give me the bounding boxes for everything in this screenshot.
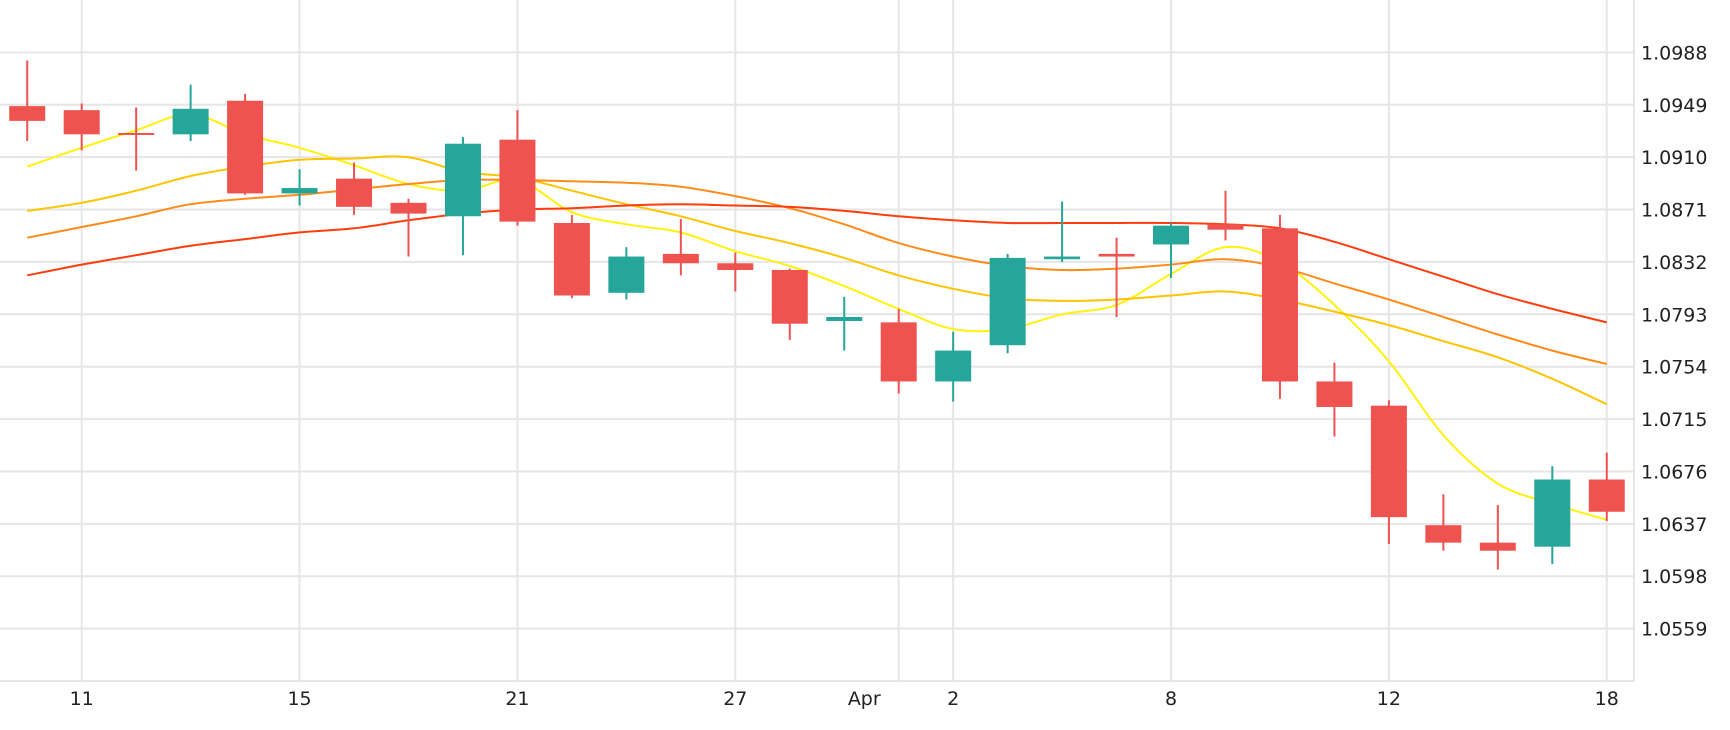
candle-body-down: [1425, 525, 1462, 543]
candle: [989, 253, 1026, 354]
candle-body-up: [935, 350, 972, 382]
candle-body-down: [336, 178, 373, 207]
candle: [771, 268, 808, 340]
candle-body-up: [281, 188, 318, 194]
candle-body-up: [826, 316, 863, 322]
candle-body-down: [63, 110, 100, 135]
x-tick-label: 27: [723, 688, 747, 710]
moving-average-line-1: [26, 113, 1608, 521]
candle: [1098, 237, 1135, 317]
candle-body-down: [227, 100, 264, 194]
candle: [1261, 214, 1298, 399]
candle-body-down: [1207, 224, 1244, 230]
candle: [1534, 466, 1571, 565]
candle-body-up: [608, 256, 645, 293]
candle-body-down: [717, 263, 754, 270]
candle: [9, 60, 46, 142]
candle: [1207, 190, 1244, 241]
candle-body-down: [662, 253, 699, 264]
x-tick-label: 2: [947, 688, 959, 710]
candle: [1370, 400, 1407, 544]
candle: [444, 137, 481, 256]
candle: [499, 110, 536, 226]
candle: [1316, 362, 1353, 437]
candle: [281, 169, 318, 206]
candle: [553, 214, 590, 299]
candle-body-up: [1044, 256, 1081, 260]
candle: [336, 162, 373, 215]
candle: [118, 107, 155, 171]
candle: [1479, 505, 1516, 570]
y-tick-label: 1.0715: [1641, 409, 1707, 431]
candle-body-down: [1588, 479, 1625, 512]
candle: [935, 331, 972, 402]
y-tick-label: 1.0871: [1641, 200, 1707, 222]
candle-body-down: [118, 132, 155, 135]
x-tick-label: 12: [1377, 688, 1401, 710]
candle-body-down: [1261, 228, 1298, 382]
x-tick-label: 11: [70, 688, 94, 710]
candle: [1153, 222, 1190, 279]
y-tick-label: 1.0988: [1641, 42, 1707, 64]
candle-body-down: [1316, 381, 1353, 407]
candle: [608, 247, 645, 300]
candles: [9, 60, 1625, 570]
candle-body-down: [553, 222, 590, 296]
candle-body-up: [989, 257, 1026, 346]
x-tick-label: 8: [1165, 688, 1177, 710]
candle: [880, 308, 917, 394]
candle: [662, 218, 699, 276]
y-tick-label: 1.0949: [1641, 95, 1707, 117]
y-tick-label: 1.0793: [1641, 304, 1707, 326]
candle: [1425, 494, 1462, 551]
candle: [390, 198, 427, 257]
moving-average-line-3: [27, 178, 1608, 365]
candle-body-up: [1534, 479, 1571, 547]
x-tick-label: 15: [287, 688, 311, 710]
candle: [1044, 201, 1081, 262]
candle: [717, 252, 754, 292]
moving-average-lines: [26, 113, 1608, 521]
y-axis: 1.0988 1.0949 1.0910 1.0871 1.0832 1.0793 1.07…: [1633, 0, 1707, 681]
x-tick-label: 21: [505, 688, 529, 710]
y-tick-label: 1.0598: [1641, 566, 1707, 588]
x-tick-label: Apr: [848, 688, 881, 710]
candle: [172, 84, 209, 142]
candle-body-down: [390, 202, 427, 214]
candle: [826, 296, 863, 351]
candle-body-up: [1153, 225, 1190, 245]
candle-body-down: [880, 322, 917, 382]
candle-body-down: [1479, 542, 1516, 551]
y-tick-label: 1.0754: [1641, 357, 1707, 379]
x-axis: 11 15 21 27 Apr 2 8 12 18: [0, 680, 1634, 710]
candle-body-up: [172, 108, 209, 135]
y-tick-label: 1.0676: [1641, 461, 1707, 483]
candle-body-down: [499, 139, 536, 222]
candle: [63, 103, 100, 151]
candle-body-down: [771, 269, 808, 324]
moving-average-line-2: [27, 155, 1608, 406]
candle-body-down: [1370, 405, 1407, 518]
candle-body-down: [1098, 253, 1135, 257]
x-tick-label: 18: [1595, 688, 1619, 710]
candle-body-up: [444, 143, 481, 217]
y-tick-label: 1.0637: [1641, 514, 1707, 536]
y-tick-label: 1.0832: [1641, 252, 1707, 274]
candle: [227, 94, 264, 195]
moving-average-line-4: [27, 203, 1608, 324]
y-tick-label: 1.0910: [1641, 147, 1707, 169]
candle: [1588, 452, 1625, 522]
candle-body-down: [9, 106, 46, 121]
y-tick-label: 1.0559: [1641, 619, 1707, 641]
